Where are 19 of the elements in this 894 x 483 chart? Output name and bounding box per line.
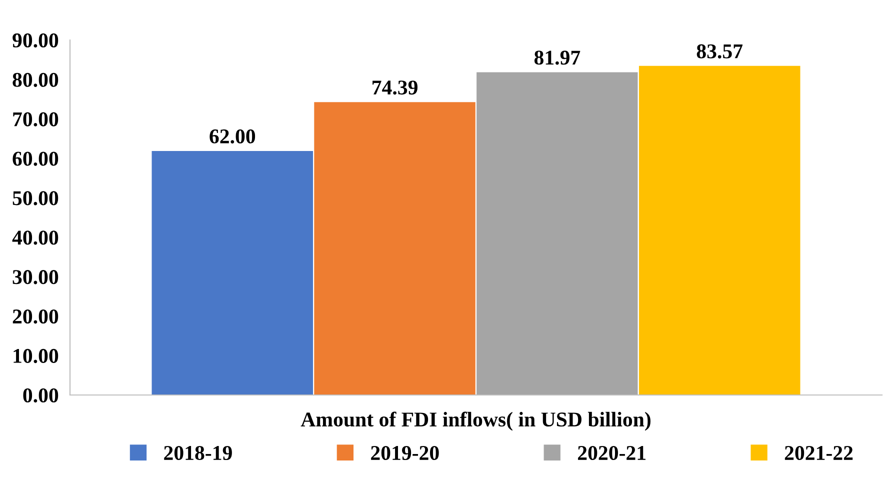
y-tick-label: 10.00: [14, 348, 58, 364]
y-tick-label: 60.00: [12, 152, 58, 166]
data-label: 74.39: [372, 80, 418, 95]
y-tick-label: 50.00: [12, 191, 58, 206]
legend-label: 2018-19: [164, 446, 232, 460]
legend-label: 2019-20: [371, 446, 439, 460]
y-tick-label: 30.00: [12, 270, 58, 284]
legend-label: 2020-21: [578, 446, 646, 460]
legend-label: 2021-22: [784, 446, 853, 460]
y-tick-label: 80.00: [12, 72, 58, 87]
x-tick-label: Amount of FDI inflows( in USD billion): [300, 412, 650, 431]
y-tick-label: 0.00: [23, 388, 58, 403]
data-label: 83.57: [696, 44, 743, 58]
y-tick-label: 90.00: [12, 33, 58, 48]
y-tick-label: 70.00: [13, 112, 58, 126]
y-tick-label: 20.00: [12, 309, 58, 324]
data-label: 62.00: [210, 129, 256, 144]
y-tick-label: 40.00: [12, 230, 58, 245]
data-label: 81.97: [534, 50, 580, 65]
